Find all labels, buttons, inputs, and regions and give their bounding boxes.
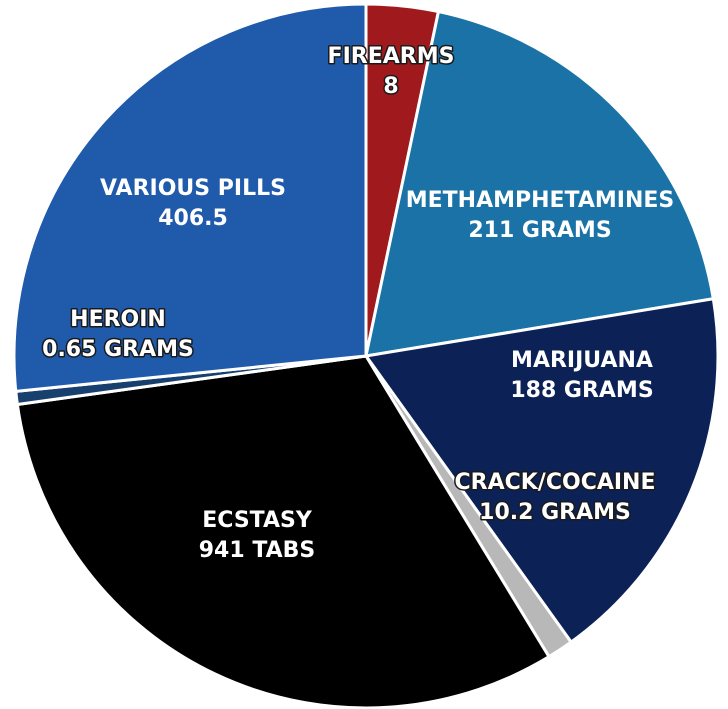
pie-slice-methamphetamines [364,10,715,358]
pie-slice-various-pills [12,2,368,393]
slice-label-methamphetamines: METHAMPHETAMINES [406,188,675,213]
slice-value-ecstasy: 941 TABS [199,538,316,563]
pie-slice-ecstasy [15,354,551,709]
slice-value-various-pills: 406.5 [158,206,228,231]
slice-label-heroin: HEROIN [70,307,166,332]
slice-label-ecstasy: ECSTASY [202,508,313,533]
slice-label-marijuana: MARIJUANA [511,348,653,373]
slice-value-heroin: 0.65 GRAMS [42,337,194,362]
slice-value-firearms: 8 [383,74,398,99]
slice-label-crack-cocaine: CRACK/COCAINE [455,470,656,495]
slice-label-firearms: FIREARMS [328,44,455,69]
slice-label-various-pills: VARIOUS PILLS [100,176,286,201]
slice-value-crack-cocaine: 10.2 GRAMS [479,500,631,525]
slice-value-methamphetamines: 211 GRAMS [468,218,611,243]
pie-slice-marijuana [364,297,720,644]
slice-value-marijuana: 188 GRAMS [510,378,653,403]
